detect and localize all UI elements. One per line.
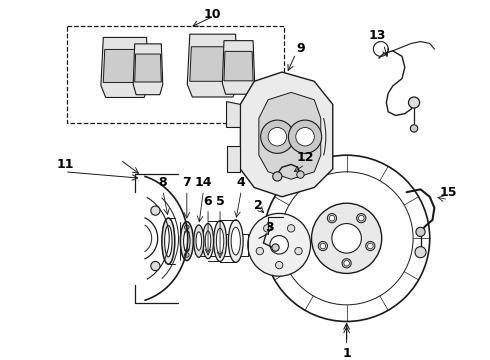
Circle shape: [272, 244, 279, 251]
Circle shape: [416, 227, 425, 237]
Circle shape: [318, 242, 327, 251]
Polygon shape: [190, 47, 236, 81]
Text: 10: 10: [204, 8, 221, 21]
Circle shape: [329, 215, 335, 221]
Polygon shape: [226, 102, 241, 127]
Ellipse shape: [180, 222, 193, 261]
Text: 3: 3: [266, 221, 274, 234]
Text: 8: 8: [158, 176, 167, 189]
Circle shape: [185, 230, 189, 235]
Text: 15: 15: [440, 186, 457, 199]
Circle shape: [344, 261, 349, 266]
Circle shape: [185, 247, 189, 252]
Text: 12: 12: [296, 152, 314, 165]
Circle shape: [185, 242, 189, 246]
Circle shape: [256, 247, 264, 255]
Polygon shape: [226, 146, 241, 172]
Circle shape: [332, 224, 362, 253]
Circle shape: [289, 120, 321, 153]
Circle shape: [342, 258, 351, 268]
Ellipse shape: [162, 218, 175, 264]
Polygon shape: [187, 34, 238, 97]
Circle shape: [185, 253, 189, 257]
Circle shape: [151, 206, 160, 215]
Ellipse shape: [202, 224, 214, 258]
Text: 4: 4: [237, 176, 245, 189]
Circle shape: [264, 225, 271, 232]
Circle shape: [357, 213, 366, 223]
Text: 2: 2: [254, 199, 263, 212]
Polygon shape: [133, 44, 163, 95]
Circle shape: [275, 261, 283, 269]
Text: 7: 7: [182, 176, 191, 189]
Circle shape: [368, 243, 373, 249]
Polygon shape: [224, 51, 253, 81]
Ellipse shape: [228, 220, 243, 262]
Text: 11: 11: [56, 158, 74, 171]
Text: 6: 6: [204, 195, 212, 208]
Circle shape: [151, 261, 160, 271]
Ellipse shape: [231, 227, 241, 255]
Circle shape: [409, 97, 419, 108]
Ellipse shape: [194, 225, 204, 257]
Text: 13: 13: [368, 28, 386, 42]
Polygon shape: [241, 72, 333, 197]
Polygon shape: [259, 93, 321, 179]
Circle shape: [295, 247, 302, 255]
Polygon shape: [222, 41, 255, 94]
Circle shape: [410, 125, 418, 132]
Polygon shape: [103, 49, 147, 82]
Ellipse shape: [217, 228, 224, 254]
Circle shape: [273, 172, 282, 181]
Text: 5: 5: [216, 195, 224, 208]
Circle shape: [264, 155, 430, 321]
Text: 14: 14: [195, 176, 212, 189]
Circle shape: [415, 247, 426, 258]
Ellipse shape: [214, 221, 226, 261]
Ellipse shape: [196, 232, 201, 250]
Circle shape: [320, 243, 326, 249]
Bar: [67, 26, 284, 123]
Ellipse shape: [184, 231, 190, 251]
Circle shape: [327, 213, 337, 223]
Circle shape: [261, 120, 294, 153]
Circle shape: [248, 213, 311, 276]
Circle shape: [288, 225, 295, 232]
Ellipse shape: [205, 231, 211, 251]
Circle shape: [359, 215, 364, 221]
Circle shape: [366, 242, 375, 251]
Circle shape: [312, 203, 382, 274]
Circle shape: [296, 127, 314, 146]
Polygon shape: [135, 54, 161, 82]
Text: 1: 1: [342, 347, 351, 360]
Circle shape: [297, 171, 304, 178]
Circle shape: [185, 225, 189, 230]
Text: 9: 9: [296, 42, 305, 55]
Circle shape: [185, 236, 189, 240]
Polygon shape: [101, 37, 149, 98]
Circle shape: [268, 127, 287, 146]
Circle shape: [270, 235, 289, 254]
Ellipse shape: [165, 225, 172, 257]
